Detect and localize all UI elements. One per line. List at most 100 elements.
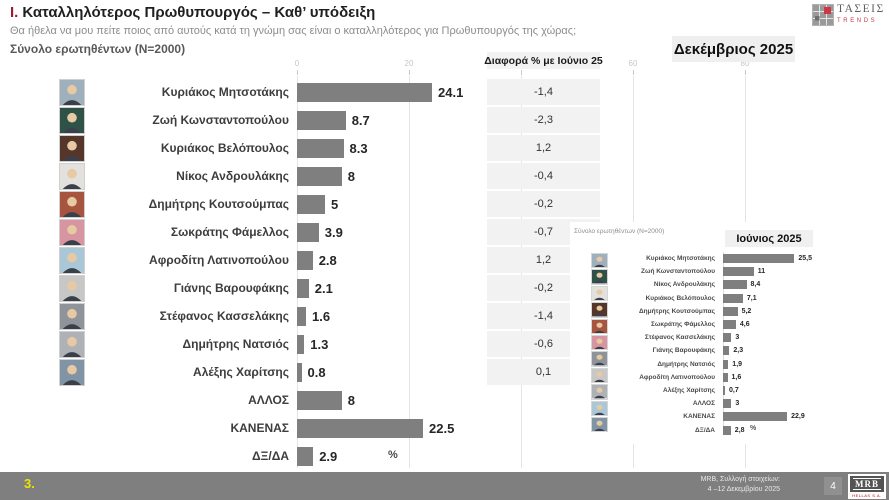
june-chart-row: Σωκράτης Φάμελλος 4,6 xyxy=(570,318,882,331)
diff-value: 1,2 xyxy=(535,254,552,266)
bar-value-label: 1.3 xyxy=(310,336,329,352)
bar-value-label: 8.7 xyxy=(351,112,370,128)
june-bar-value-label: 11 xyxy=(757,268,766,276)
candidate-label: Νίκος Ανδρουλάκης xyxy=(176,169,289,183)
june-candidate-photo xyxy=(591,302,608,318)
chart-row: Γιάνης Βαρουφάκης 2.1 xyxy=(59,274,463,302)
june-bar-value-label: 1,6 xyxy=(731,373,742,381)
june-axis-line xyxy=(723,252,724,435)
june-candidate-label: ΑΛΛΟΣ xyxy=(692,400,715,408)
candidate-photo xyxy=(59,134,85,162)
june-chart-panel: Σύνολο ερωτηθέντων (N=2000) Ιούνιος 2025… xyxy=(570,222,882,444)
bar-value-label: 1.6 xyxy=(312,308,331,324)
axis-tick-label: 80 xyxy=(740,59,750,68)
person-photo-placeholder xyxy=(592,270,607,284)
june-candidate-label: Αλέξης Χαρίτσης xyxy=(663,386,715,394)
diff-value: -0,4 xyxy=(534,170,553,182)
diff-value: -0,7 xyxy=(534,226,553,238)
chart-row: Κυριάκος Βελόπουλος 8.3 xyxy=(59,134,463,162)
diff-value: -1,4 xyxy=(534,310,553,322)
candidate-photo xyxy=(59,443,85,470)
chart-row: Αφροδίτη Λατινοπούλου 2.8 xyxy=(59,246,463,274)
bar-value-label: 8 xyxy=(347,392,356,408)
june-sample-size-label: Σύνολο ερωτηθέντων (N=2000) xyxy=(574,228,665,235)
person-photo-placeholder xyxy=(592,368,607,383)
chart-row: Σωκράτης Φάμελλος 3.9 xyxy=(59,218,463,246)
june-chart-row: Αλέξης Χαρίτσης 0,7 xyxy=(570,384,882,397)
june-candidate-photo xyxy=(591,400,608,416)
bar-value-label: 22.5 xyxy=(429,420,455,436)
june-candidate-photo xyxy=(591,384,608,400)
person-photo-placeholder xyxy=(592,286,607,301)
diff-value: -0,6 xyxy=(534,338,553,350)
section-number: 3. xyxy=(24,476,35,491)
bar xyxy=(297,194,325,214)
axis-tick-label: 20 xyxy=(404,59,414,68)
chart-row: Νίκος Ανδρουλάκης 8 xyxy=(59,162,463,190)
person-photo-placeholder xyxy=(592,335,607,350)
june-bar xyxy=(723,293,743,303)
candidate-label: Κυριάκος Βελόπουλος xyxy=(160,141,289,155)
title-index: Ι. xyxy=(10,4,19,21)
person-photo-placeholder xyxy=(60,359,84,385)
bar-value-label: 24.1 xyxy=(438,84,464,100)
person-photo-placeholder xyxy=(60,135,84,161)
diff-cell: -0,4 xyxy=(487,163,600,189)
person-photo-placeholder xyxy=(592,385,607,399)
june-bar xyxy=(723,280,747,290)
axis-tick-mark xyxy=(409,70,410,75)
june-candidate-label: Αφροδίτη Λατινοπούλου xyxy=(639,373,715,381)
june-bar-value-label: 22,9 xyxy=(791,413,805,421)
june-candidate-label: Κυριάκος Μητσοτάκης xyxy=(646,255,715,263)
diff-cell: -2,3 xyxy=(487,107,600,133)
bar-value-label: 2.9 xyxy=(319,448,338,464)
june-chart-row: Στέφανος Κασσελάκης 3 xyxy=(570,331,882,344)
chart-row: Στέφανος Κασσελάκης 1.6 xyxy=(59,302,463,330)
june-bar-value-label: 25,5 xyxy=(798,255,813,263)
june-chart-row: Ζωή Κωνσταντοπούλου 11 xyxy=(570,265,882,278)
bar-value-label: 2.8 xyxy=(318,252,337,268)
bar xyxy=(297,446,314,466)
chart-row: Δημήτρης Κουτσούμπας 5 xyxy=(59,190,463,218)
axis-tick-label: 60 xyxy=(628,59,638,68)
candidate-photo xyxy=(59,162,85,190)
candidate-photo xyxy=(59,415,85,442)
candidate-label: Δημήτρης Νατσιός xyxy=(182,337,290,351)
page-title: Ι. Καταλληλότερος Πρωθυπουργός – Καθ’ υπό… xyxy=(10,4,375,21)
candidate-photo xyxy=(59,246,85,274)
axis-tick-mark xyxy=(297,70,298,75)
june-bar xyxy=(723,385,725,395)
candidate-photo xyxy=(59,106,85,134)
june-bar-value-label: 0,7 xyxy=(729,386,739,394)
june-bar xyxy=(723,346,730,356)
mrb-hellas-label: HELLAS S.A. xyxy=(850,492,884,499)
bar xyxy=(297,138,344,158)
period-badge: Δεκέμβριος 2025 xyxy=(672,36,795,62)
june-candidate-label: Δημήτρης Νατσιός xyxy=(657,360,715,368)
june-candidate-photo xyxy=(591,367,608,384)
june-candidate-label: Σωκράτης Φάμελλος xyxy=(651,321,715,329)
june-bar xyxy=(723,254,795,264)
page-number: 4 xyxy=(824,477,842,495)
june-chart-row: Αφροδίτη Λατινοπούλου 1,6 xyxy=(570,371,882,384)
candidate-photo xyxy=(59,218,85,246)
june-candidate-photo xyxy=(591,334,608,351)
june-bar xyxy=(723,412,788,422)
source-note: MRB, Συλλογή στοιχείων: 4 –12 Δεκεμβρίου… xyxy=(701,475,780,495)
title-text: Καταλληλότερος Πρωθυπουργός – Καθ’ υπόδε… xyxy=(22,4,376,21)
candidate-label: Σωκράτης Φάμελλος xyxy=(170,225,289,239)
person-photo-placeholder xyxy=(60,191,84,217)
axis-gridline xyxy=(297,76,298,468)
june-photo-strip xyxy=(591,253,608,433)
chart-row: Ζωή Κωνσταντοπούλου 8.7 xyxy=(59,106,463,134)
candidate-label: Αλέξης Χαρίτσης xyxy=(193,365,289,379)
bar xyxy=(297,306,306,326)
bar xyxy=(297,334,305,354)
bar xyxy=(297,418,423,438)
june-bar-chart: Κυριάκος Μητσοτάκης 25,5 Ζωή Κωνσταντοπούλ… xyxy=(570,252,882,437)
june-bar-value-label: 7,1 xyxy=(746,294,757,302)
june-bar-value-label: 3 xyxy=(735,334,740,342)
person-photo-placeholder xyxy=(60,247,84,273)
june-period-badge: Ιούνιος 2025 xyxy=(725,230,813,247)
